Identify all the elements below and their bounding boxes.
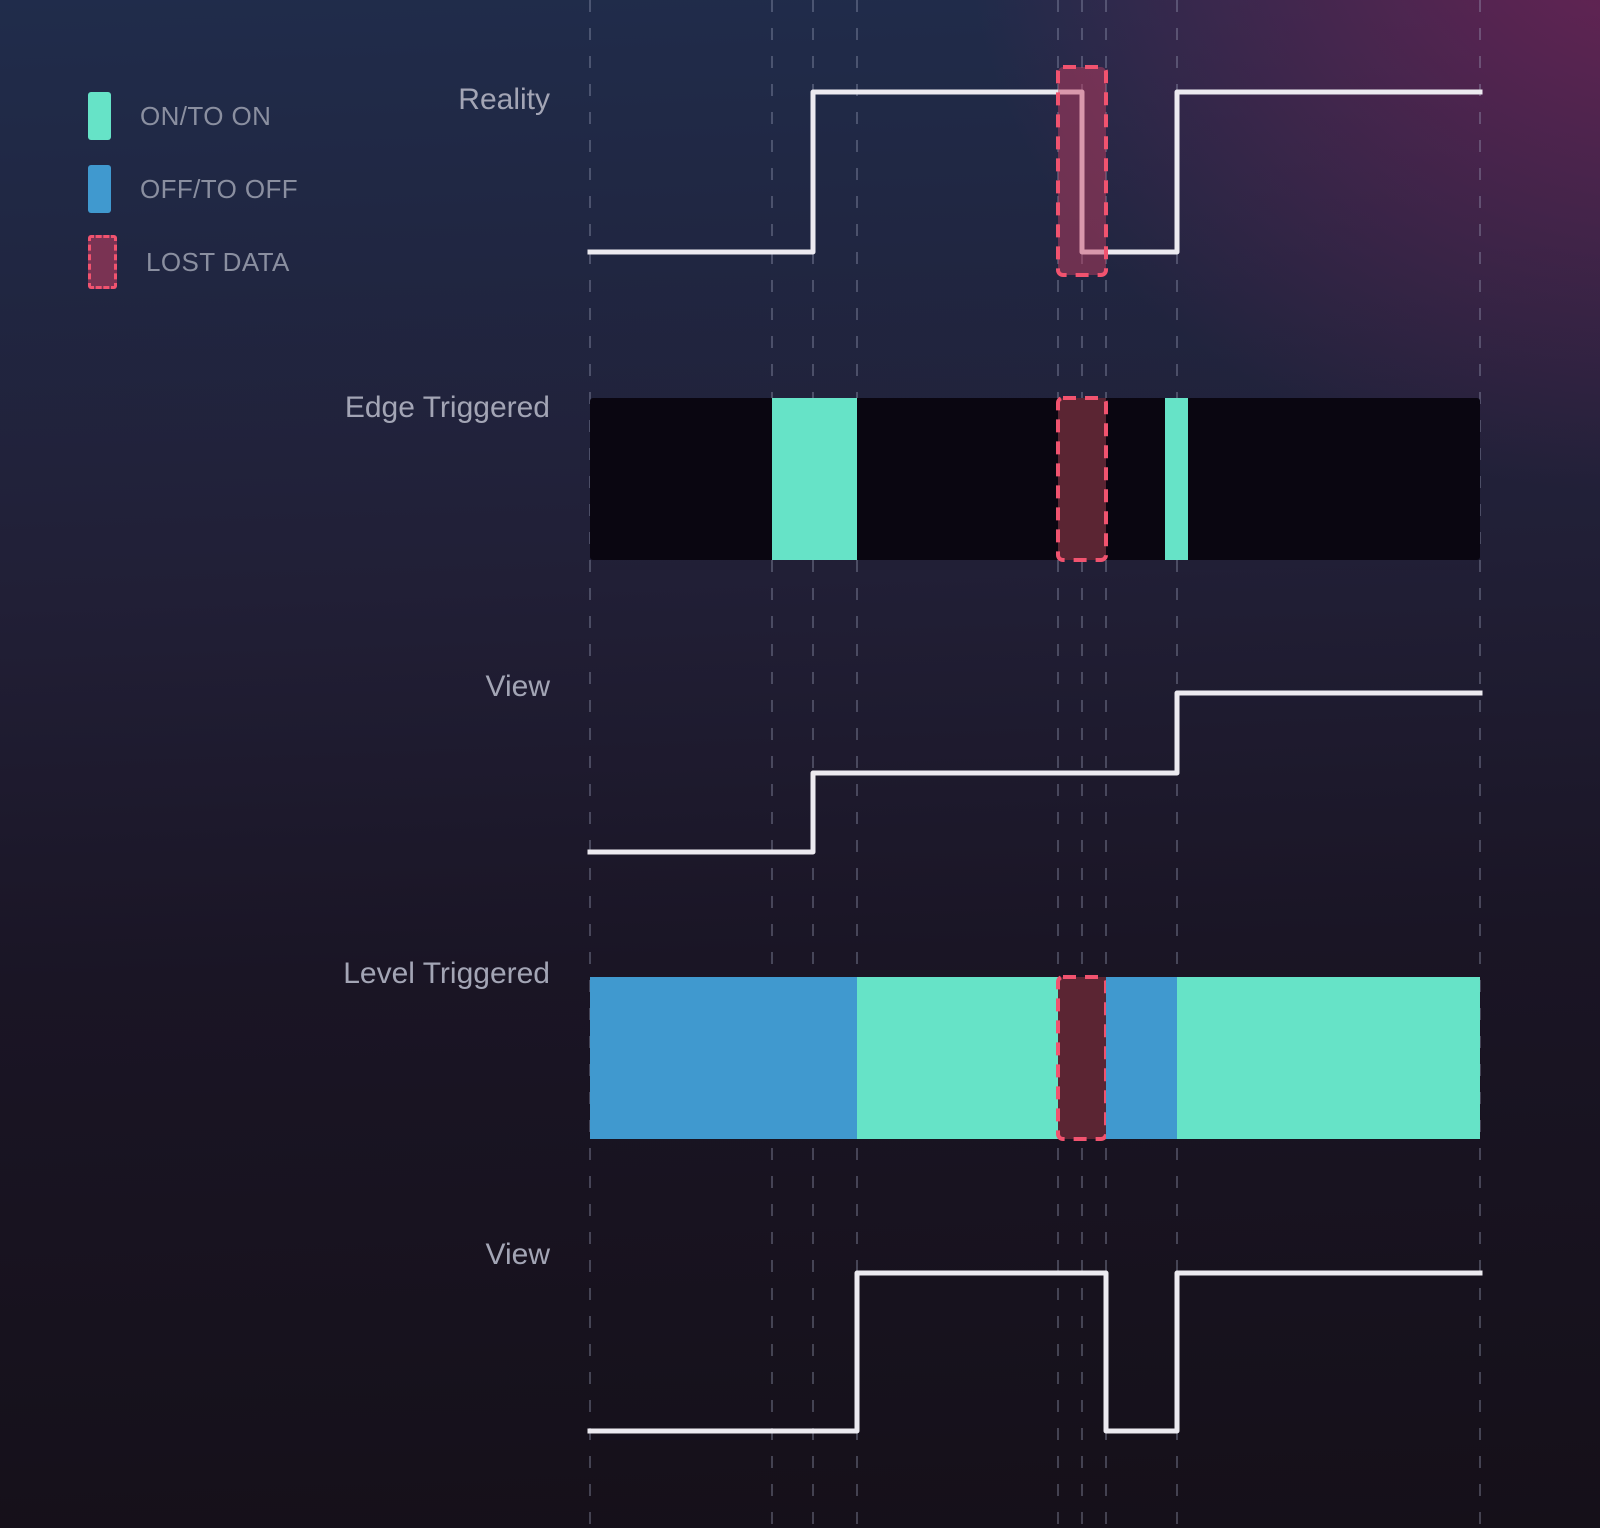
row-label-level-triggered: Level Triggered <box>343 957 550 990</box>
level-bar-segment-lost <box>1058 977 1106 1139</box>
level-bar-segment-on <box>1177 977 1480 1139</box>
reality-waveform <box>587 89 1483 255</box>
edge-bar-segment-lost <box>1058 398 1106 560</box>
off-swatch-icon <box>88 165 111 213</box>
edge-bar-track <box>590 398 1480 560</box>
edge-bar-segment-on <box>772 398 857 560</box>
legend-item-on: ON/TO ON <box>88 92 298 140</box>
lost-data-border <box>1056 396 1108 562</box>
row-label-edge-view: View <box>485 670 550 703</box>
lost-data-region <box>1058 67 1106 275</box>
level-bar-segment-on <box>857 977 1058 1139</box>
row-label-reality: Reality <box>458 83 550 116</box>
level-view-waveform <box>587 1270 1483 1434</box>
level-bar-segment-off <box>1106 977 1177 1139</box>
legend: ON/TO ON OFF/TO OFF LOST DATA <box>88 92 298 289</box>
legend-label: LOST DATA <box>146 246 290 277</box>
legend-item-off: OFF/TO OFF <box>88 165 298 213</box>
lost-data-swatch-icon <box>88 235 117 289</box>
legend-label: ON/TO ON <box>140 100 272 131</box>
row-label-edge-triggered: Edge Triggered <box>344 391 550 424</box>
legend-item-lost: LOST DATA <box>88 235 298 289</box>
edge-view-waveform <box>587 690 1483 855</box>
row-label-level-view: View <box>485 1238 550 1271</box>
edge-bar-segment-on <box>1165 398 1188 560</box>
on-swatch-icon <box>88 92 111 140</box>
level-bar-segment-off <box>590 977 857 1139</box>
lost-data-border <box>1056 65 1108 277</box>
legend-label: OFF/TO OFF <box>140 173 299 204</box>
